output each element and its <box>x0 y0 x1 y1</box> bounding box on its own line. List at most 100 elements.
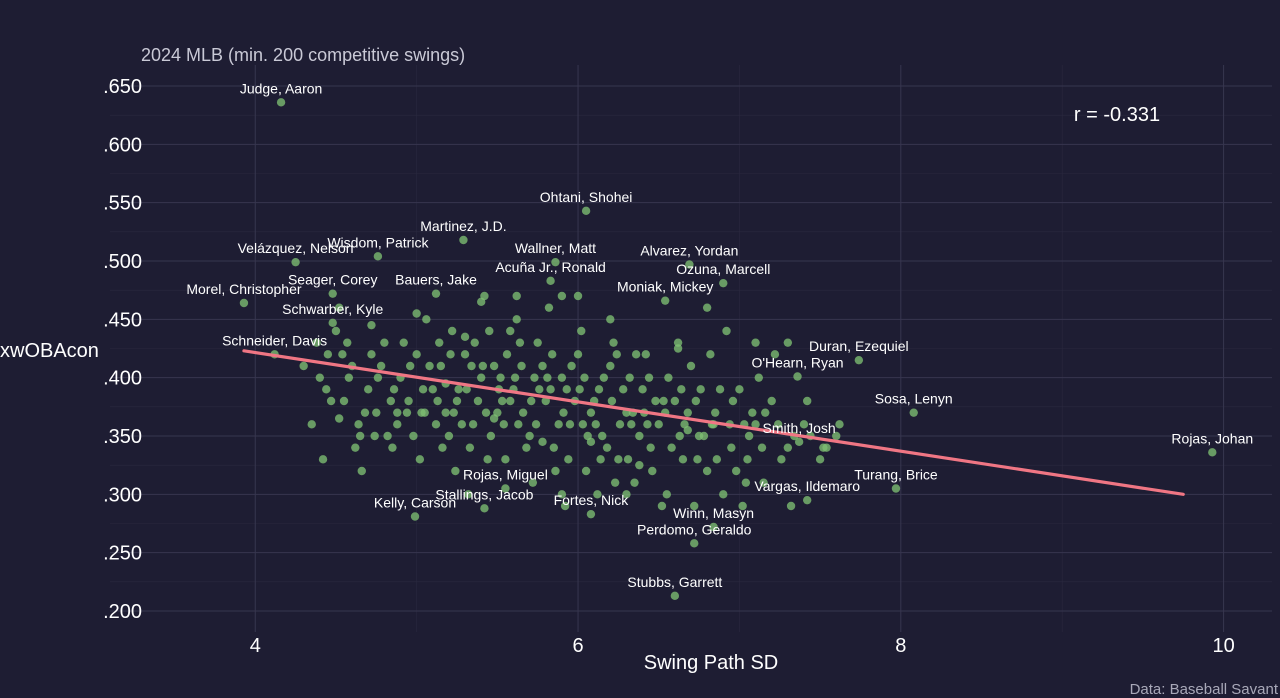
data-point <box>622 490 631 499</box>
data-point <box>334 414 344 423</box>
data-point <box>351 443 360 452</box>
labeled-data-point <box>239 298 249 308</box>
data-point <box>573 291 583 301</box>
data-point <box>691 396 701 406</box>
data-point <box>648 466 657 476</box>
data-point <box>486 431 496 441</box>
data-point <box>686 361 696 371</box>
data-point <box>630 478 639 487</box>
labeled-data-point <box>660 296 670 305</box>
player-label: Perdomo, Geraldo <box>637 521 752 537</box>
data-point <box>722 326 731 336</box>
data-point <box>635 431 644 441</box>
data-point <box>372 408 381 417</box>
data-point <box>678 455 688 464</box>
data-point <box>501 455 510 464</box>
chart-subtitle: 2024 MLB (min. 200 competitive swings) <box>141 45 465 65</box>
data-point <box>334 303 344 312</box>
data-point <box>635 460 644 470</box>
data-point <box>557 291 567 301</box>
data-point <box>565 420 575 429</box>
data-point <box>367 320 376 330</box>
player-label: Moniak, Mickey <box>617 279 713 295</box>
data-point <box>525 431 534 441</box>
player-label: Wallner, Matt <box>515 240 596 256</box>
data-point <box>530 373 539 382</box>
data-point <box>744 431 754 441</box>
data-point <box>657 501 667 511</box>
labeled-data-point <box>551 257 560 267</box>
data-point <box>615 420 625 429</box>
data-point <box>683 425 692 435</box>
data-point <box>322 385 331 394</box>
labeled-data-point <box>891 484 901 493</box>
data-point <box>438 443 447 452</box>
data-point <box>531 420 541 429</box>
data-point <box>664 373 673 382</box>
data-point <box>748 408 757 417</box>
data-point <box>543 373 552 382</box>
labeled-data-point <box>373 252 383 261</box>
data-point <box>586 408 596 417</box>
data-point <box>412 350 421 359</box>
labeled-data-point <box>690 539 699 548</box>
data-point <box>743 455 752 464</box>
data-point <box>370 431 379 441</box>
data-point <box>470 338 479 347</box>
data-point <box>614 455 623 464</box>
data-point <box>557 373 567 382</box>
data-point <box>422 315 431 324</box>
data-point <box>339 396 349 406</box>
data-point <box>612 350 621 359</box>
data-point <box>323 350 333 359</box>
data-point <box>602 443 612 452</box>
data-point <box>822 443 831 452</box>
x-tick-label: 6 <box>572 635 583 657</box>
data-point <box>683 408 692 417</box>
data-point <box>344 373 354 382</box>
data-point <box>399 338 408 347</box>
player-label: Vargas, Ildemaro <box>754 478 860 494</box>
labeled-data-point <box>854 355 864 365</box>
labeled-data-point <box>410 512 420 521</box>
regression-line <box>242 349 1185 496</box>
data-point <box>770 350 780 359</box>
data-point <box>593 490 602 499</box>
fit-layer <box>242 349 1185 496</box>
data-point <box>581 466 591 476</box>
data-point <box>741 478 751 487</box>
data-point <box>596 455 605 464</box>
data-point <box>499 420 508 429</box>
data-point <box>728 396 738 406</box>
data-point <box>418 385 428 394</box>
data-point <box>478 361 488 371</box>
data-point <box>551 466 560 476</box>
data-point <box>773 420 783 429</box>
labels-layer: Judge, Aaron Ohtani, Shohei Martinez, J.D.… <box>186 80 1253 589</box>
data-point <box>577 326 586 336</box>
data-point <box>731 466 741 476</box>
data-point <box>528 478 538 487</box>
data-point <box>643 420 652 429</box>
data-point <box>835 420 844 429</box>
data-point <box>473 396 483 406</box>
data-point <box>331 326 341 336</box>
data-point <box>594 385 604 394</box>
data-point <box>405 361 415 371</box>
y-tick-label: .550 <box>103 193 142 215</box>
data-point <box>476 373 486 382</box>
data-point <box>667 443 676 452</box>
y-axis-title: xwOBAcon <box>0 340 99 362</box>
data-point <box>522 443 531 452</box>
data-point <box>673 344 683 353</box>
data-point <box>606 315 615 324</box>
data-point <box>489 361 499 371</box>
data-point <box>367 350 376 359</box>
player-label: Fortes, Nick <box>554 492 630 508</box>
data-point <box>449 408 458 417</box>
data-point <box>454 385 463 394</box>
data-point <box>460 332 470 342</box>
data-point <box>799 420 809 429</box>
player-label: Winn, Masyn <box>673 505 754 521</box>
data-point <box>599 373 609 382</box>
